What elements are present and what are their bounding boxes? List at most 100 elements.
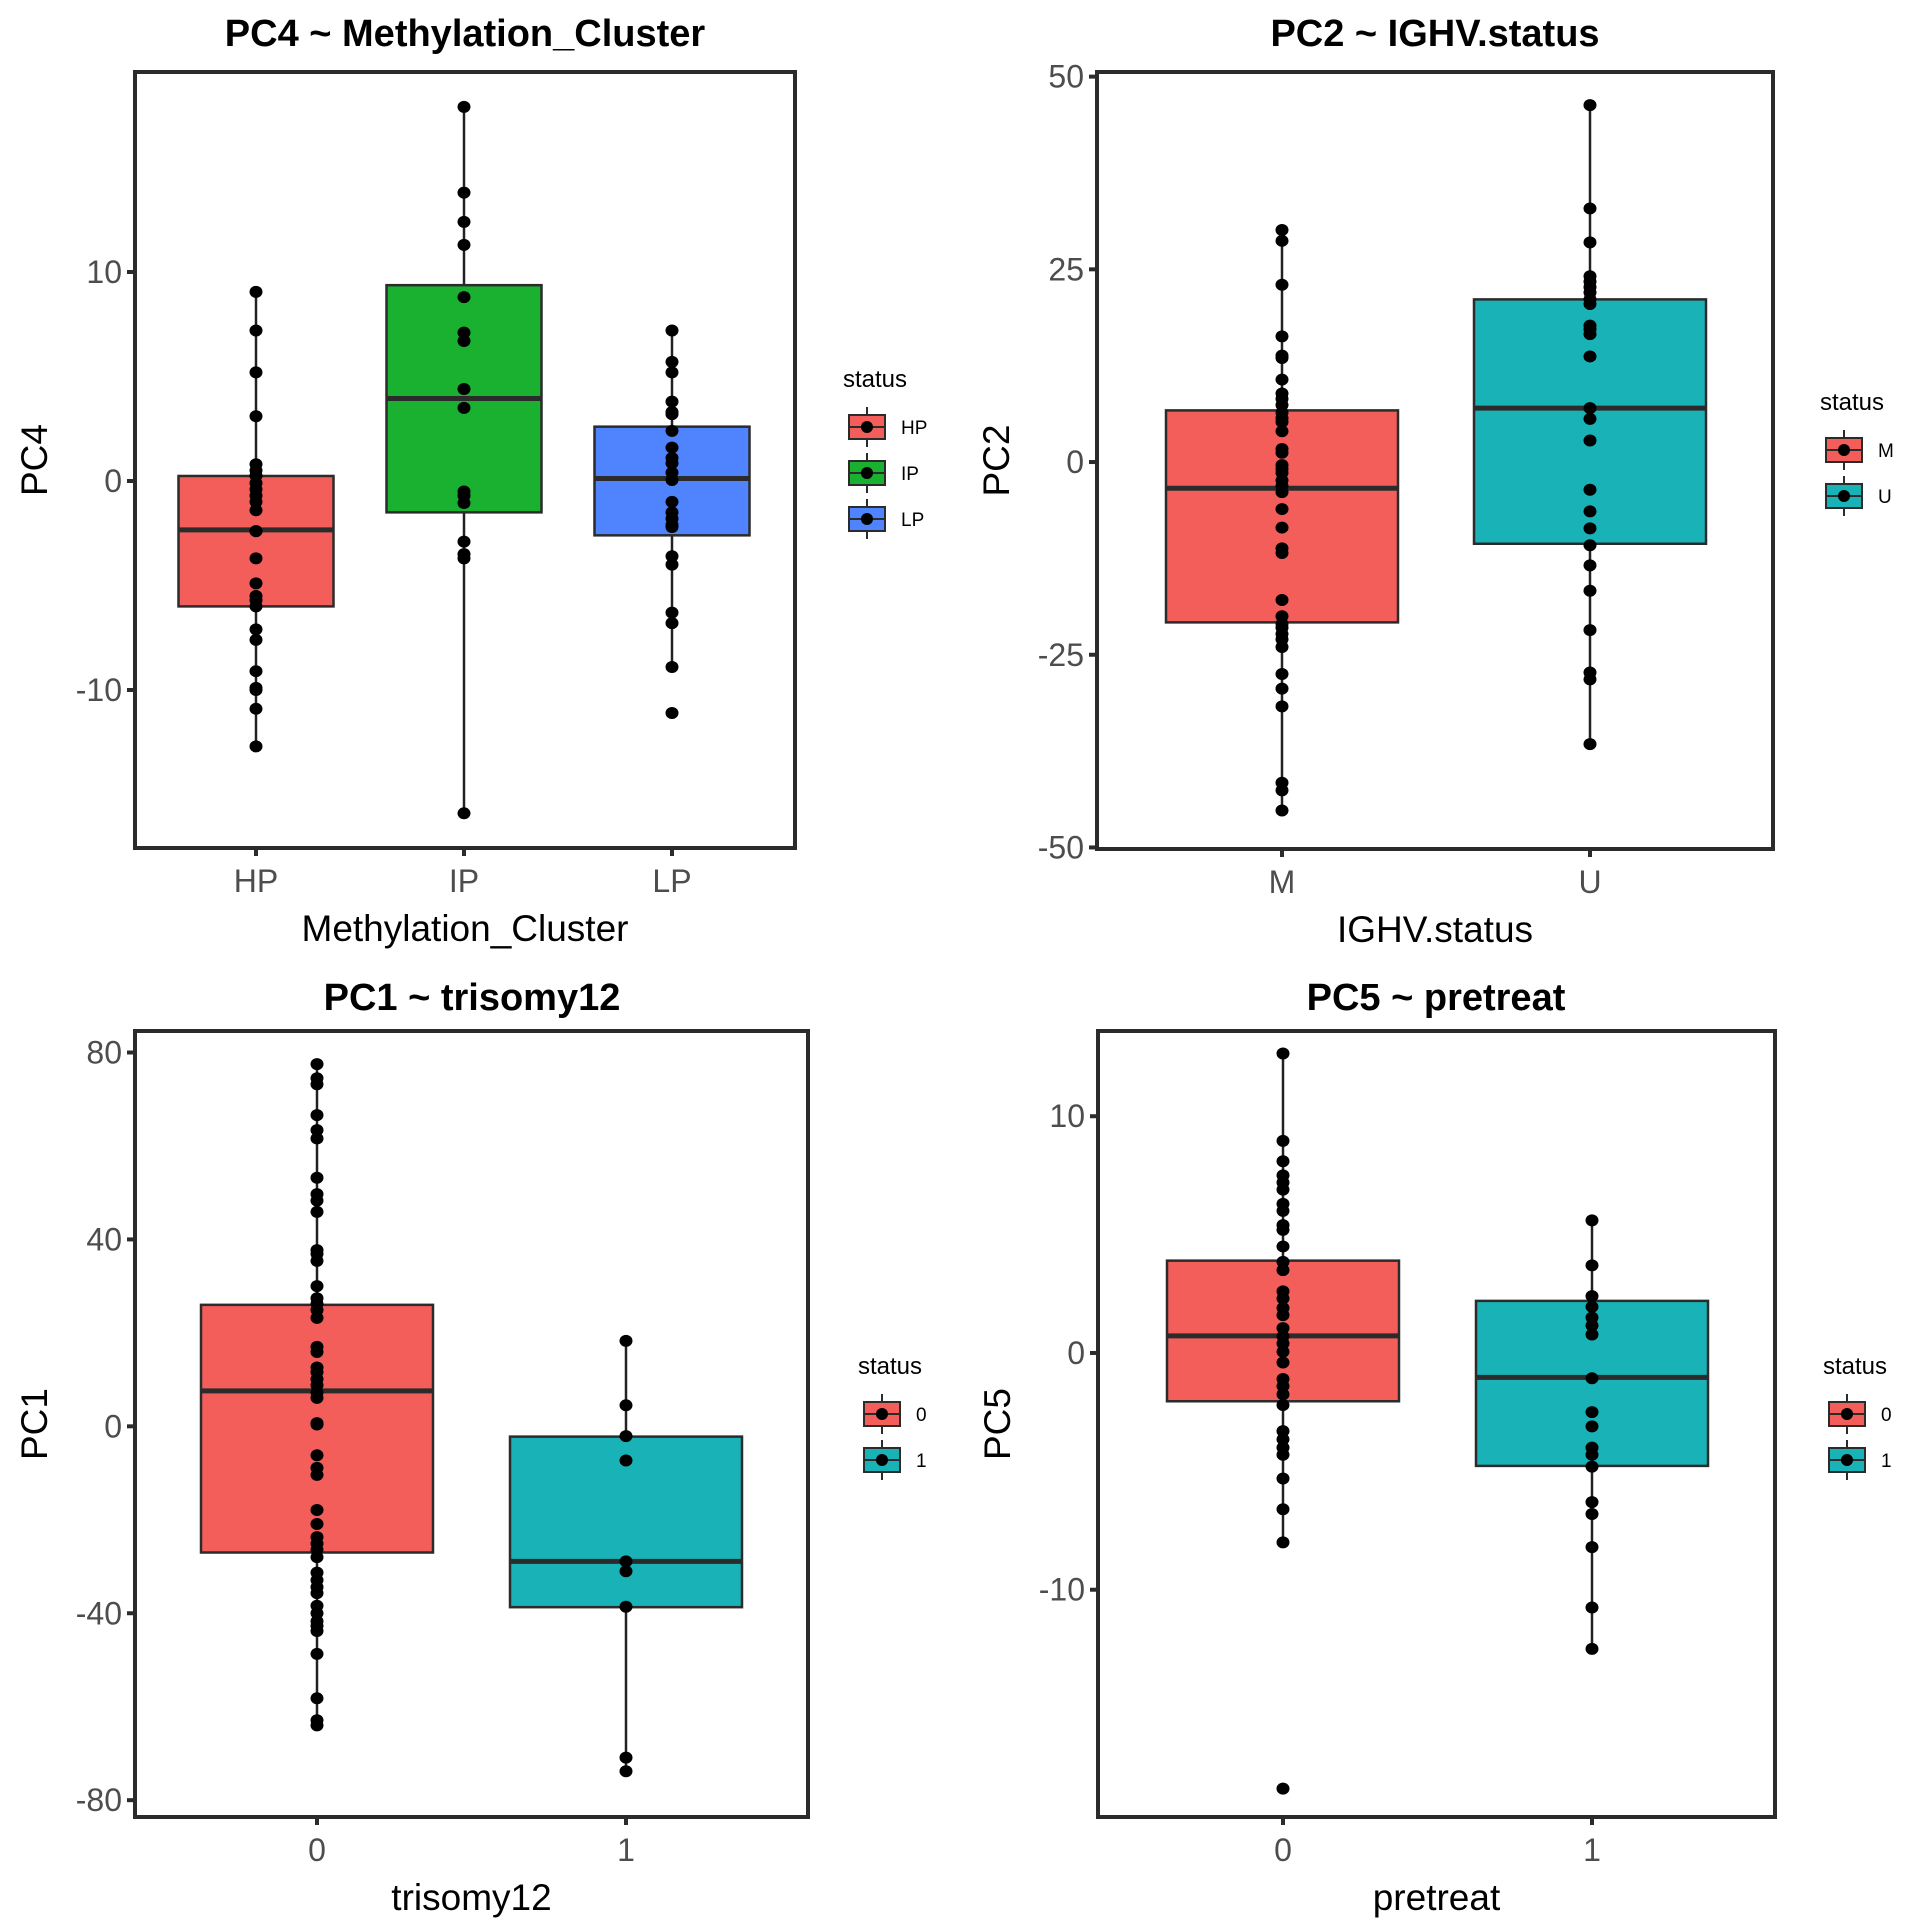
data-point bbox=[1585, 1300, 1599, 1313]
data-point bbox=[249, 577, 263, 590]
data-point bbox=[1276, 1134, 1290, 1147]
data-point bbox=[457, 552, 471, 565]
legend-dot bbox=[1838, 490, 1850, 502]
data-point bbox=[1276, 1255, 1290, 1268]
y-tick-label: -10 bbox=[76, 672, 122, 708]
legend-title: status bbox=[843, 366, 907, 393]
legend-dot bbox=[861, 421, 873, 433]
legend: status 0 1 bbox=[1823, 1353, 1892, 1480]
data-point bbox=[249, 740, 263, 753]
legend-label: 0 bbox=[916, 1405, 927, 1426]
data-point bbox=[1583, 202, 1597, 215]
data-point bbox=[457, 215, 471, 228]
x-tick-label: 1 bbox=[1583, 1832, 1601, 1868]
data-point bbox=[1583, 434, 1597, 447]
legend-key-1[interactable]: 1 bbox=[1828, 1440, 1892, 1480]
x-tick-label: 0 bbox=[308, 1832, 326, 1868]
data-point bbox=[1276, 1345, 1290, 1358]
data-point bbox=[1275, 668, 1289, 681]
legend: status HP IP LP bbox=[843, 366, 927, 539]
data-point bbox=[619, 1565, 633, 1578]
y-tick-label: 50 bbox=[1048, 59, 1084, 95]
data-point bbox=[665, 495, 679, 508]
legend-key-0[interactable]: 0 bbox=[863, 1394, 927, 1434]
panel-title: PC5 ~ pretreat bbox=[1307, 977, 1566, 1019]
data-point bbox=[1275, 486, 1289, 499]
data-point bbox=[249, 366, 263, 379]
data-point bbox=[249, 504, 263, 517]
x-tick-label: M bbox=[1269, 864, 1296, 900]
y-axis-label: PC5 bbox=[977, 1388, 1018, 1460]
data-point bbox=[457, 291, 471, 304]
data-point bbox=[1276, 1425, 1290, 1438]
data-point bbox=[310, 1171, 324, 1184]
y-axis-label: PC2 bbox=[976, 425, 1017, 497]
data-point bbox=[1583, 236, 1597, 249]
data-point bbox=[310, 1109, 324, 1122]
panel-4: PC5 ~ pretreat -10 0 10 0 1 pretreat PC5 status 0… bbox=[977, 977, 1892, 1918]
data-point bbox=[310, 1551, 324, 1564]
legend-key-U[interactable]: U bbox=[1825, 476, 1892, 516]
legend: status 0 1 bbox=[858, 1353, 927, 1480]
legend-key-0[interactable]: 0 bbox=[1828, 1394, 1892, 1434]
data-point bbox=[310, 1625, 324, 1638]
panel-border bbox=[1096, 1029, 1777, 1819]
data-point bbox=[310, 1194, 324, 1207]
panel-border bbox=[133, 1029, 810, 1819]
data-point bbox=[1275, 784, 1289, 797]
y-tick-label: -25 bbox=[1038, 637, 1084, 673]
data-point bbox=[1276, 1380, 1290, 1393]
data-point bbox=[1275, 415, 1289, 428]
data-point bbox=[1275, 446, 1289, 459]
data-point bbox=[249, 285, 263, 298]
data-point bbox=[310, 1418, 324, 1431]
data-point bbox=[1585, 1328, 1599, 1341]
data-point bbox=[1585, 1420, 1599, 1433]
data-point bbox=[1276, 1503, 1290, 1516]
data-point bbox=[665, 395, 679, 408]
data-point bbox=[1276, 1223, 1290, 1236]
legend-key-LP[interactable]: LP bbox=[848, 499, 924, 539]
panel-3: PC1 ~ trisomy12 -80 -40 0 40 80 0 1 trisomy12 PC1… bbox=[14, 977, 927, 1918]
data-point bbox=[1583, 624, 1597, 637]
legend-label: 0 bbox=[1881, 1405, 1892, 1426]
data-point bbox=[1276, 1047, 1290, 1060]
data-point bbox=[619, 1600, 633, 1613]
data-point bbox=[1585, 1460, 1599, 1473]
data-point bbox=[310, 1468, 324, 1481]
legend-key-IP[interactable]: IP bbox=[848, 453, 919, 493]
data-point bbox=[1275, 547, 1289, 559]
data-point bbox=[665, 617, 679, 630]
legend-dot bbox=[861, 513, 873, 525]
data-point bbox=[1276, 1472, 1290, 1485]
data-point bbox=[619, 1765, 633, 1778]
data-point bbox=[665, 550, 679, 563]
data-point bbox=[665, 424, 679, 437]
legend-key-HP[interactable]: HP bbox=[848, 407, 927, 447]
data-point bbox=[249, 633, 263, 646]
x-tick-label: LP bbox=[652, 863, 691, 899]
data-point bbox=[457, 186, 471, 199]
data-point bbox=[1276, 1536, 1290, 1549]
data-point bbox=[1276, 1322, 1290, 1335]
box-group-1 bbox=[508, 1334, 744, 1778]
legend-key-1[interactable]: 1 bbox=[863, 1440, 927, 1480]
x-axis-label: trisomy12 bbox=[391, 1877, 551, 1918]
data-point bbox=[1276, 1782, 1290, 1795]
data-point bbox=[619, 1430, 633, 1443]
data-point bbox=[665, 473, 679, 486]
data-point bbox=[1585, 1601, 1599, 1614]
data-point bbox=[1585, 1541, 1599, 1554]
data-point bbox=[1583, 298, 1597, 311]
data-point bbox=[249, 495, 263, 508]
data-point bbox=[1276, 1356, 1290, 1369]
legend-key-M[interactable]: M bbox=[1825, 430, 1894, 470]
box-group-HP bbox=[177, 285, 335, 753]
data-point bbox=[310, 1280, 324, 1293]
data-point bbox=[249, 665, 263, 678]
y-axis-label: PC4 bbox=[14, 424, 55, 496]
legend-title: status bbox=[1820, 389, 1884, 416]
data-point bbox=[665, 706, 679, 719]
legend-label: 1 bbox=[916, 1451, 927, 1472]
x-tick-label: 0 bbox=[1274, 1832, 1292, 1868]
